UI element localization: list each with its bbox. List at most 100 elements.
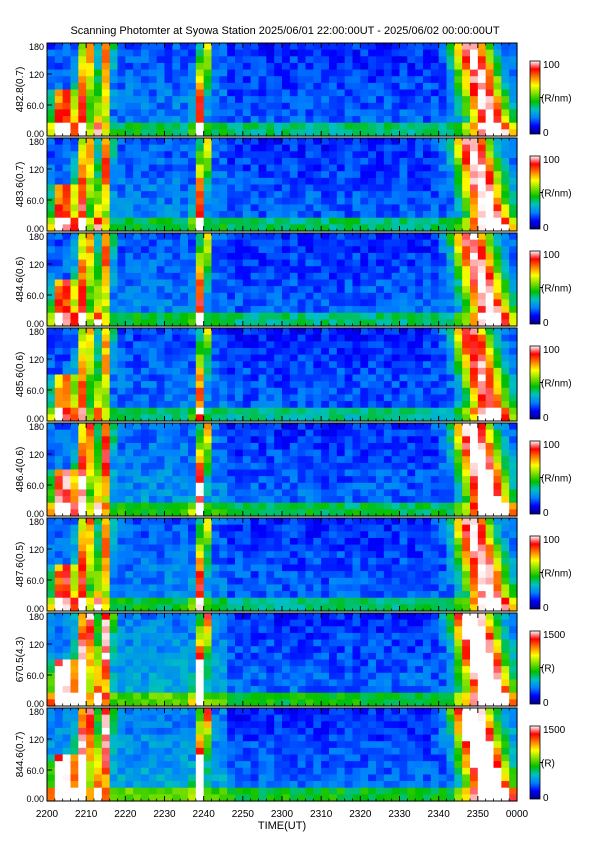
heatmap-cell xyxy=(180,217,189,225)
heatmap-cell xyxy=(454,171,463,179)
heatmap-cell xyxy=(282,462,291,471)
heatmap-cell xyxy=(446,144,455,152)
heatmap-cell xyxy=(462,489,471,497)
heatmap-cell xyxy=(360,272,369,281)
heatmap-cell xyxy=(195,239,205,247)
heatmap-cell xyxy=(54,367,64,376)
heatmap-cell xyxy=(47,374,56,382)
heatmap-cell xyxy=(493,109,502,117)
heatmap-cell xyxy=(101,49,111,57)
heatmap-cell xyxy=(242,407,252,415)
heatmap-cell xyxy=(454,144,463,152)
heatmap-cell xyxy=(360,82,369,91)
heatmap-cell xyxy=(462,224,471,232)
heatmap-cell xyxy=(86,151,95,159)
heatmap-cell xyxy=(509,157,518,166)
heatmap-cell xyxy=(399,102,408,111)
heatmap-cell xyxy=(227,361,236,369)
heatmap-cell xyxy=(446,116,455,124)
heatmap-cell xyxy=(493,361,502,369)
heatmap-cell xyxy=(180,387,189,396)
heatmap-cell xyxy=(47,394,56,402)
heatmap-cell xyxy=(242,292,252,301)
heatmap-cell xyxy=(188,489,197,497)
heatmap-cell xyxy=(219,394,228,402)
heatmap-cell xyxy=(242,233,252,241)
heatmap-cell xyxy=(62,82,72,91)
heatmap-cell xyxy=(336,62,346,71)
heatmap-cell xyxy=(195,449,205,457)
heatmap-cell xyxy=(493,89,502,97)
heatmap-cell xyxy=(430,177,440,186)
heatmap-cell xyxy=(282,56,291,64)
heatmap-cell xyxy=(305,122,314,130)
heatmap-cell xyxy=(54,354,64,362)
heatmap-cell xyxy=(391,286,401,294)
heatmap-cell xyxy=(430,76,440,84)
heatmap-cell xyxy=(117,414,126,422)
heatmap-cell xyxy=(313,449,322,457)
heatmap-cell xyxy=(250,476,260,484)
heatmap-cell xyxy=(313,49,322,57)
y-tick-label: 0.00 xyxy=(26,509,44,519)
heatmap-cell xyxy=(258,476,267,484)
heatmap-cell xyxy=(305,184,314,192)
heatmap-cell xyxy=(258,76,267,84)
heatmap-cell xyxy=(352,171,361,179)
heatmap-cell xyxy=(109,374,119,382)
heatmap-cell xyxy=(266,319,275,327)
heatmap-cell xyxy=(430,56,440,64)
heatmap-cell xyxy=(485,341,495,349)
heatmap-cell xyxy=(485,151,495,159)
heatmap-cell xyxy=(313,482,322,491)
heatmap-cell xyxy=(117,482,126,491)
heatmap-cell xyxy=(172,436,181,444)
heatmap-cell xyxy=(188,56,197,64)
heatmap-cell xyxy=(430,49,440,57)
heatmap-cell xyxy=(117,361,126,369)
heatmap-cell xyxy=(188,502,197,510)
heatmap-cell xyxy=(164,177,173,186)
heatmap-cell xyxy=(376,429,385,437)
heatmap-cell xyxy=(368,347,377,356)
heatmap-cell xyxy=(399,138,408,146)
heatmap-cell xyxy=(54,204,64,212)
heatmap-cell xyxy=(344,272,354,281)
heatmap-cell xyxy=(462,43,471,51)
heatmap-cell xyxy=(383,476,393,484)
heatmap-cell xyxy=(47,266,56,274)
heatmap-cell xyxy=(109,122,119,130)
heatmap-cell xyxy=(399,502,408,510)
heatmap-cell xyxy=(195,144,205,152)
heatmap-cell xyxy=(188,456,197,464)
heatmap-cell xyxy=(352,394,361,402)
heatmap-cell xyxy=(274,116,283,124)
heatmap-cell xyxy=(188,286,197,294)
heatmap-cell xyxy=(242,246,252,254)
heatmap-cell xyxy=(297,312,307,320)
heatmap-cell xyxy=(47,442,56,451)
heatmap-cell xyxy=(423,82,432,91)
heatmap-cell xyxy=(250,462,260,471)
heatmap-cell xyxy=(289,442,299,451)
heatmap-cell xyxy=(133,341,142,349)
heatmap-cell xyxy=(438,246,448,254)
heatmap-cell xyxy=(141,312,150,320)
heatmap-cell xyxy=(70,456,79,464)
heatmap-cell xyxy=(172,164,181,172)
heatmap-cell xyxy=(329,354,338,362)
heatmap-cell xyxy=(415,69,424,77)
heatmap-cell xyxy=(415,476,424,484)
heatmap-cell xyxy=(391,252,401,261)
heatmap-cell xyxy=(289,509,299,517)
heatmap-cell xyxy=(477,429,487,437)
heatmap-cell xyxy=(423,381,432,389)
heatmap-cell xyxy=(125,312,134,320)
heatmap-cell xyxy=(219,191,228,199)
heatmap-cell xyxy=(501,49,510,57)
heatmap-cell xyxy=(258,197,267,206)
heatmap-cell xyxy=(180,489,189,497)
heatmap-cell xyxy=(399,449,408,457)
heatmap-cell xyxy=(399,76,408,84)
heatmap-cell xyxy=(109,272,119,281)
